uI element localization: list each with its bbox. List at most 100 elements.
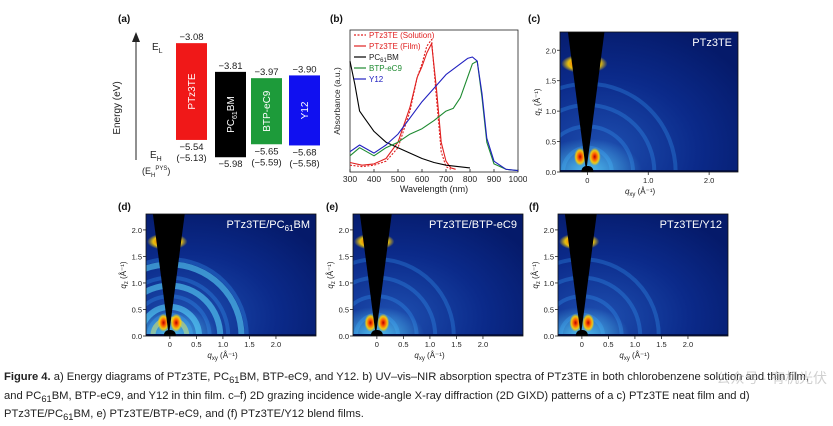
qxy-tick-label-1: 0.5: [603, 340, 613, 349]
x-tick-label-3: 600: [415, 174, 429, 184]
caption-text-2: BM, BTP-eC9, and Y12. b) UV–vis–NIR abso…: [4, 371, 809, 402]
qz-tick-label-1: 0.5: [546, 138, 556, 147]
caption-label: Figure 4.: [4, 371, 51, 383]
energy-bar-0: [176, 43, 207, 140]
lumo-value-0: −3.08: [179, 32, 203, 43]
qz-tick-label-0: 0.0: [339, 332, 349, 341]
giwaxs-panel-e: PTz3TE/BTP-eC9 0.0 0.5 1.0 1.5 2.0 0 0.5 1.0 1.5 2…: [326, 213, 524, 362]
qz-tick-label-4: 2.0: [546, 46, 556, 55]
horizon-band: [560, 170, 738, 172]
absorption-chart: Absorbance (a.u.) Wavelength (nm) 300 400…: [332, 29, 527, 194]
lamellar-peak-1: [582, 313, 595, 332]
qxy-tick-label-3: 1.5: [244, 340, 254, 349]
qz-tick-label-2: 1.0: [546, 107, 556, 116]
caption-sub-1: 61: [229, 375, 240, 386]
panel-label-d: (d): [118, 202, 131, 213]
qxy-tick-label-0: 0: [585, 176, 589, 185]
el-label: EL: [152, 42, 163, 55]
figure-caption: Figure 4. a) Energy diagrams of PTz3TE, …: [4, 370, 830, 426]
lamellar-peak-1: [588, 147, 601, 166]
giwaxs-panel-c: PTz3TE 0.0 0.5 1.0 1.5 2.0 0 1.0 2.0 qz (Å⁻¹) qxy …: [533, 31, 739, 198]
giwaxs-title: PTz3TE/PC61BM: [227, 219, 310, 233]
qxy-tick-label-3: 1.5: [656, 340, 666, 349]
panel-label-b: (b): [330, 14, 343, 25]
series-line-1: [349, 42, 456, 170]
qxy-tick-label-4: 2.0: [478, 340, 488, 349]
qz-tick-label-3: 1.5: [546, 77, 556, 86]
lamellar-peak-1: [170, 313, 183, 332]
qz-tick-label-0: 0.0: [544, 332, 554, 341]
horizon-band: [558, 334, 728, 336]
qz-tick-label-4: 2.0: [339, 226, 349, 235]
qz-axis-label: qz (Å⁻¹): [533, 88, 544, 116]
panel-label-a: (a): [118, 14, 131, 25]
qz-tick-label-1: 0.5: [339, 305, 349, 314]
energy-bar-3: [289, 75, 320, 146]
beamstop-wedge: [564, 214, 597, 336]
x-tick-label-6: 900: [487, 174, 501, 184]
legend-label-3: BTP-eC9: [369, 64, 402, 73]
legend-label-2: PC61BM: [369, 53, 399, 64]
material-name-0: PTz3TE: [187, 73, 198, 109]
homo-value-2: −5.65: [254, 146, 278, 157]
qxy-tick-label-2: 1.0: [630, 340, 640, 349]
x-tick-label-2: 500: [391, 174, 405, 184]
qz-tick-label-2: 1.0: [544, 279, 554, 288]
qz-tick-label-4: 2.0: [544, 226, 554, 235]
lumo-value-1: −3.81: [218, 61, 242, 72]
beamstop-center: [575, 330, 588, 336]
legend-label-1: PTz3TE (Film): [369, 42, 421, 51]
homo-pys-value-0: (−5.13): [176, 153, 206, 164]
panel-label-f: (f): [529, 202, 539, 213]
qz-tick-label-4: 2.0: [132, 226, 142, 235]
qxy-tick-label-1: 1.0: [643, 176, 653, 185]
giwaxs-frame: [352, 213, 524, 337]
panel-label-e: (e): [326, 202, 339, 213]
qxy-tick-label-2: 1.0: [425, 340, 435, 349]
lumo-value-2: −3.97: [254, 67, 278, 78]
series-line-4: [349, 56, 519, 172]
giwaxs-panel-f: PTz3TE/Y12 0.0 0.5 1.0 1.5 2.0 0 0.5 1.0 1.5 2.0 qz…: [531, 213, 729, 362]
qxy-axis-label: qxy (Å⁻¹): [625, 187, 656, 198]
series-line-0: [349, 38, 452, 170]
homo-value-1: −5.98: [218, 159, 242, 170]
caption-text-4: BM, e) PTz3TE/BTP-eC9, and (f) PTz3TE/Y1…: [73, 408, 364, 421]
horizon-band: [146, 334, 316, 336]
material-name-1: PC61BM: [226, 96, 239, 133]
giwaxs-image: [353, 214, 523, 336]
beamstop-center: [370, 330, 383, 336]
material-name-3: Y12: [300, 101, 311, 119]
qz-tick-label-2: 1.0: [132, 279, 142, 288]
plot-frame: [349, 29, 519, 173]
lamellar-peak-1: [377, 313, 390, 332]
eh-label: EH: [150, 150, 162, 163]
energy-diagram: Energy (eV) EL EH (EHPYS) −3.08−5.54(−5.…: [112, 32, 320, 179]
qxy-tick-label-0: 0: [168, 340, 172, 349]
series-line-2: [349, 60, 471, 169]
giwaxs-panel-d: PTz3TE/PC61BM 0.0 0.5 1.0 1.5 2.0 0 0.5 1.0 1.5 2.…: [119, 213, 317, 362]
qz-axis-label: qz (Å⁻¹): [531, 261, 542, 289]
giwaxs-frame: [145, 213, 317, 337]
energy-axis-label: Energy (eV): [112, 81, 123, 134]
giwaxs-image: [558, 214, 728, 336]
qxy-tick-label-4: 2.0: [271, 340, 281, 349]
y-axis-label: Absorbance (a.u.): [332, 67, 342, 135]
giwaxs-frame: [557, 213, 729, 337]
qz-axis-label: qz (Å⁻¹): [119, 261, 130, 289]
qxy-axis-label: qxy (Å⁻¹): [414, 351, 445, 362]
giwaxs-title: PTz3TE: [692, 37, 732, 49]
qz-tick-label-0: 0.0: [546, 168, 556, 177]
qxy-tick-label-2: 2.0: [704, 176, 714, 185]
qz-tick-label-2: 1.0: [339, 279, 349, 288]
caption-sub-3: 61: [63, 412, 74, 423]
qxy-axis-label: qxy (Å⁻¹): [207, 351, 238, 362]
homo-value-3: −5.68: [292, 147, 316, 158]
qz-tick-label-3: 1.5: [339, 252, 349, 261]
giwaxs-image: [560, 32, 738, 172]
homo-pys-value-2: (−5.59): [251, 157, 281, 168]
material-name-2: BTP-eC9: [262, 90, 273, 132]
qxy-tick-label-2: 1.0: [218, 340, 228, 349]
x-tick-label-7: 1000: [509, 174, 527, 184]
beamstop-center: [163, 330, 176, 336]
qxy-tick-label-0: 0: [580, 340, 584, 349]
